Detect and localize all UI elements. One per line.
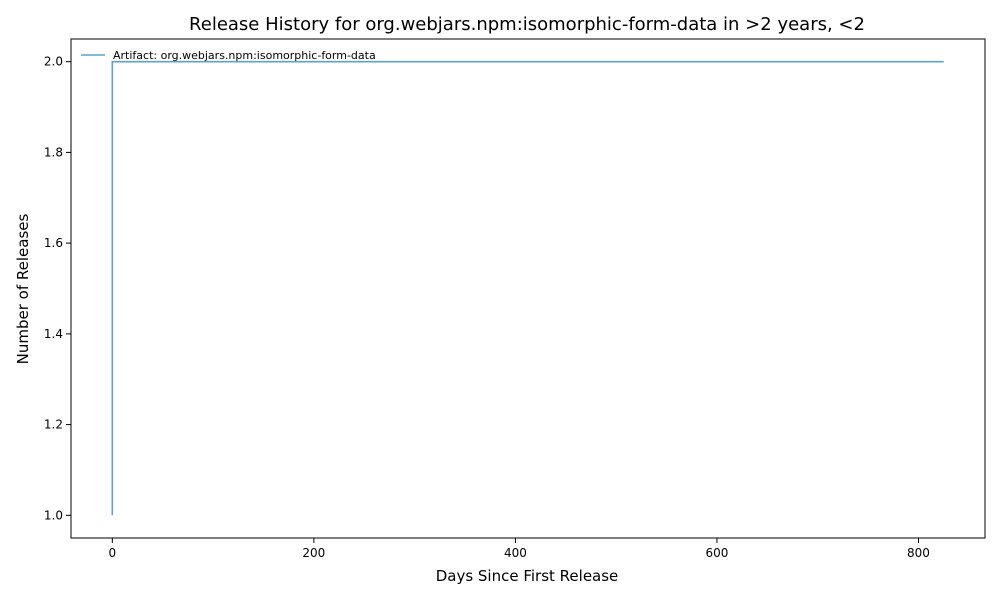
legend-label: Artifact: org.webjars.npm:isomorphic-for… bbox=[113, 49, 376, 62]
y-tick-label: 1.4 bbox=[44, 327, 63, 341]
x-tick-label: 400 bbox=[504, 546, 527, 560]
x-tick-label: 600 bbox=[705, 546, 728, 560]
y-tick-label: 1.8 bbox=[44, 145, 63, 159]
series-line bbox=[111, 60, 944, 516]
y-axis: 1.0 1.2 1.4 1.6 1.8 2.0 bbox=[44, 55, 71, 522]
x-tick-label: 800 bbox=[907, 546, 930, 560]
plot-frame bbox=[70, 38, 986, 539]
y-tick-label: 1.2 bbox=[44, 418, 63, 432]
y-tick-label: 2.0 bbox=[44, 55, 63, 69]
x-tick-label: 0 bbox=[108, 546, 116, 560]
y-tick-label: 1.6 bbox=[44, 236, 63, 250]
chart-title: Release History for org.webjars.npm:isom… bbox=[189, 14, 865, 35]
y-axis-label: Number of Releases bbox=[14, 213, 32, 364]
x-tick-label: 200 bbox=[302, 546, 325, 560]
series-layer bbox=[111, 60, 944, 516]
x-axis-label: Days Since First Release bbox=[436, 567, 619, 585]
y-tick-label: 1.0 bbox=[44, 508, 63, 522]
legend: Artifact: org.webjars.npm:isomorphic-for… bbox=[81, 49, 376, 62]
x-axis: 0 200 400 600 800 bbox=[108, 538, 930, 560]
